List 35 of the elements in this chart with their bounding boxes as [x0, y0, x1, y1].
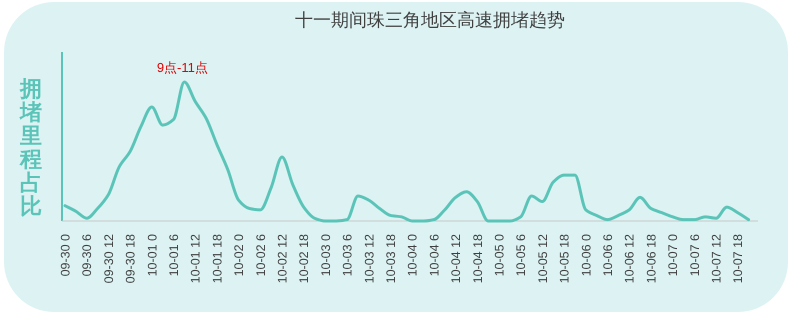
x-tick-label: 10-05 0 [492, 234, 506, 276]
x-tick-label: 10-02 6 [254, 234, 268, 276]
text: 9点-11点 [156, 60, 208, 75]
x-tick-label: 10-06 0 [579, 234, 594, 276]
x-tick-label: 10-05 12 [536, 234, 550, 284]
x-tick-label: 10-07 12 [710, 234, 724, 284]
x-tick-label: 10-03 0 [318, 234, 333, 276]
x-tick-label: 10-07 0 [666, 234, 680, 276]
x-tick-label: 10-02 12 [276, 234, 290, 284]
x-tick-label: 10-04 18 [470, 234, 485, 284]
x-tick-label: 10-01 6 [167, 234, 181, 276]
y-axis-title: 拥堵里程占比 [19, 76, 42, 218]
x-tick-label: 09-30 12 [102, 234, 116, 284]
x-tick-label: 10-03 18 [384, 234, 398, 284]
x-tick-label: 10-06 6 [601, 234, 615, 276]
x-tick-label: 10-01 0 [145, 234, 160, 276]
x-tick-label: 10-01 18 [210, 234, 224, 284]
x-tick-label: 10-06 18 [644, 234, 658, 284]
x-tick-label: 10-05 18 [558, 234, 572, 284]
x-tick-label: 09-30 18 [124, 234, 138, 284]
x-tick-label: 10-03 6 [340, 234, 355, 276]
x-tick-label: 10-07 6 [688, 234, 702, 276]
x-tick-label: 10-04 6 [427, 234, 442, 276]
x-tick-label: 10-02 18 [297, 234, 312, 284]
x-tick-label: 10-02 0 [232, 234, 246, 276]
chart-title: 十一期间珠三角地区高速拥堵趋势 [295, 10, 565, 30]
x-tick-label: 10-01 12 [188, 234, 203, 284]
x-tick-label: 10-03 12 [362, 234, 376, 284]
x-tick-label: 10-07 18 [731, 234, 746, 284]
x-tick-label: 10-04 0 [406, 234, 420, 276]
x-tick-label: 10-06 12 [622, 234, 637, 284]
x-tick-label: 09-30 6 [80, 234, 94, 276]
x-tick-label: 09-30 0 [58, 234, 72, 276]
x-tick-label: 10-04 12 [449, 234, 464, 284]
x-tick-label: 10-05 6 [514, 234, 528, 276]
